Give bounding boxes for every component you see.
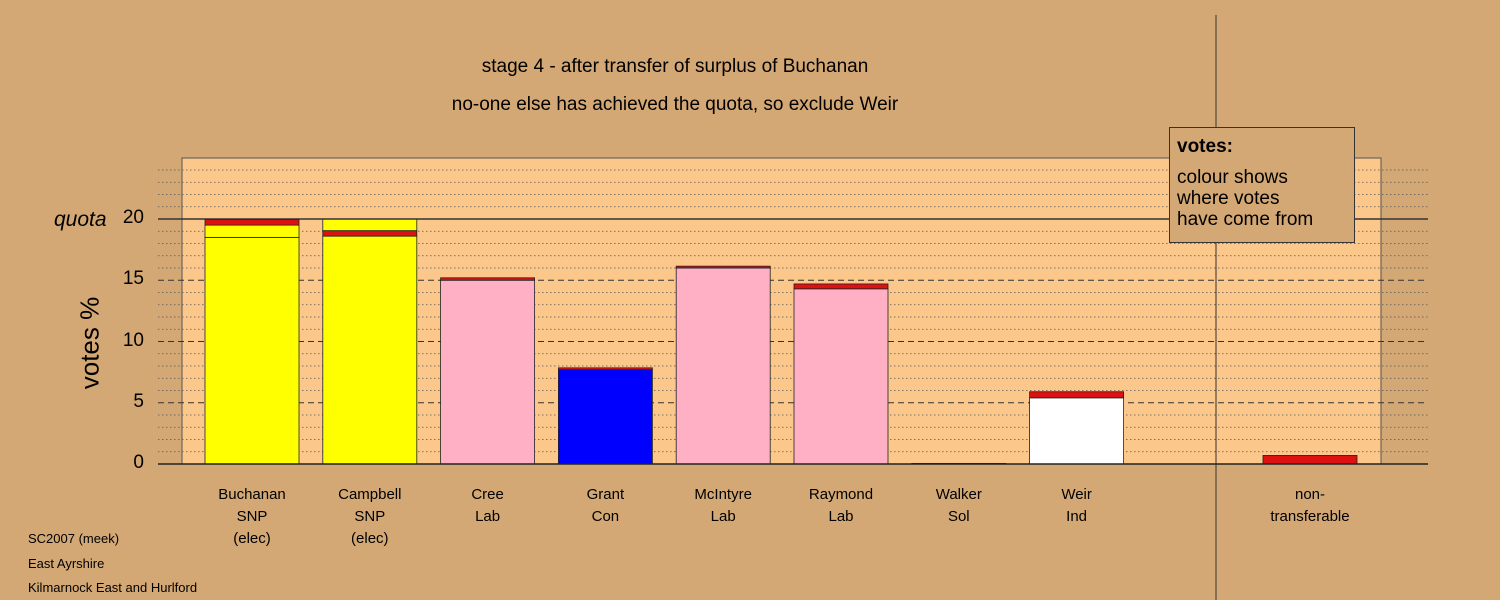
candidate-name: Campbell [338, 486, 402, 503]
footer-election: SC2007 (meek) [28, 531, 120, 546]
bar-segment [558, 367, 653, 371]
y-tick-label: 0 [133, 452, 144, 473]
candidate-name: Weir [1061, 486, 1092, 503]
candidate-name: Raymond [808, 486, 874, 503]
candidate-status: (elec) [351, 530, 389, 547]
legend-title: votes: [1177, 136, 1233, 157]
bar-segment [322, 218, 418, 232]
nontransferable-label: transferable [1270, 508, 1350, 525]
bar-segment [675, 265, 771, 269]
legend: votes: colour shows where votes have com… [1169, 127, 1355, 243]
candidate-party: Sol [947, 508, 970, 525]
bar-segment [793, 283, 889, 290]
candidate-status: (elec) [233, 530, 271, 547]
candidate-party: Lab [710, 508, 736, 525]
bar-segment [322, 230, 418, 237]
footer-council: East Ayrshire [28, 556, 105, 571]
y-tick-label: 5 [133, 390, 144, 412]
bar-segment [558, 369, 653, 465]
candidate-party: SNP [354, 508, 386, 525]
bar-segment [440, 277, 536, 281]
chart-title: stage 4 - after transfer of surplus of B… [481, 56, 869, 77]
bar-segment [204, 219, 300, 226]
bar-segment [1029, 397, 1124, 465]
candidate-party: SNP [236, 508, 268, 525]
candidate-name: Grant [586, 486, 625, 503]
bar-segment [793, 288, 889, 465]
candidate-name: McIntyre [694, 486, 752, 503]
bar-segment [204, 236, 300, 465]
candidate-party: Lab [475, 508, 501, 525]
footer-ward: Kilmarnock East and Hurlford [28, 580, 198, 595]
bar-segment [322, 235, 418, 465]
nontransferable-bar [1262, 455, 1358, 465]
y-axis-label: votes % [74, 296, 105, 390]
candidate-party: Con [591, 508, 620, 525]
nontransferable-label: non- [1294, 486, 1326, 503]
bar-segment [675, 267, 771, 465]
bar-segment [440, 279, 536, 465]
legend-text: colour shows where votes have come from [1177, 167, 1314, 230]
bar-segment [1029, 391, 1124, 399]
y-tick-label: 15 [122, 268, 144, 290]
y-tick-label: 20 [122, 207, 144, 228]
candidate-party: Lab [828, 508, 854, 525]
candidate-name: Cree [471, 486, 504, 503]
y-tick-label: 10 [122, 329, 144, 351]
candidate-party: Ind [1066, 508, 1088, 525]
candidate-name: Buchanan [218, 486, 286, 503]
candidate-name: Walker [935, 486, 982, 503]
chart-subtitle: no-one else has achieved the quota, so e… [451, 94, 899, 115]
bar-segment [204, 224, 300, 238]
quota-label: quota [54, 208, 107, 231]
